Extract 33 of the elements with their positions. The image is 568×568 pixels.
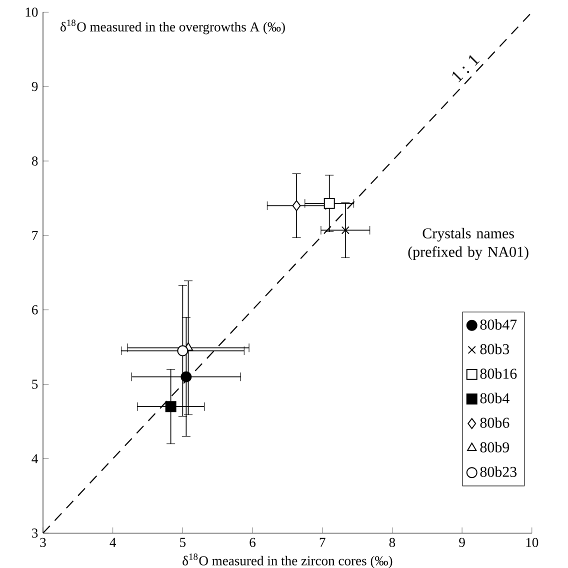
legend-label: 80b9 — [480, 442, 510, 452]
point — [165, 401, 176, 412]
annotation: 1 : 1 — [452, 55, 480, 82]
point — [324, 198, 335, 209]
x-tick-label: 4 — [110, 538, 116, 547]
x-tick-label: 8 — [389, 538, 396, 548]
y-tick-label: 5 — [32, 380, 38, 389]
x-tick-label: 10 — [526, 538, 538, 548]
legend-label: 80b16 — [480, 368, 517, 379]
y-tick-label: 3 — [32, 528, 38, 538]
point — [180, 371, 192, 382]
point — [341, 226, 350, 234]
legend-label: 80b6 — [480, 417, 510, 428]
x-tick-label: 9 — [459, 538, 465, 548]
x-tick-label: 3 — [40, 538, 46, 548]
y-tick-label: 9 — [32, 82, 38, 92]
point — [292, 200, 301, 212]
legend-label: 80b23 — [480, 466, 517, 477]
x-tick-label: 5 — [180, 538, 186, 547]
y-axis-title: δ$^{18}$O measured in the overgrowths A (‰) — [60, 20, 285, 34]
legend-label: 80b4 — [480, 392, 510, 404]
x-tick-label: 7 — [320, 538, 326, 547]
y-tick-label: 6 — [32, 305, 38, 314]
point — [177, 345, 188, 356]
y-tick-label: 10 — [26, 8, 38, 17]
x-tick-label: 6 — [250, 538, 256, 548]
y-tick-label: 8 — [32, 156, 38, 166]
legend-label: 80b3 — [480, 344, 510, 354]
legend-label: 80b47 — [480, 319, 517, 330]
legend-title: Crystals names (prefixed by NA01) — [408, 228, 528, 260]
y-tick-label: 7 — [32, 230, 38, 240]
y-tick-label: 4 — [32, 454, 38, 464]
x-axis-title: δ$^{18}$O measured in the zircon cores (‰) — [182, 554, 392, 568]
